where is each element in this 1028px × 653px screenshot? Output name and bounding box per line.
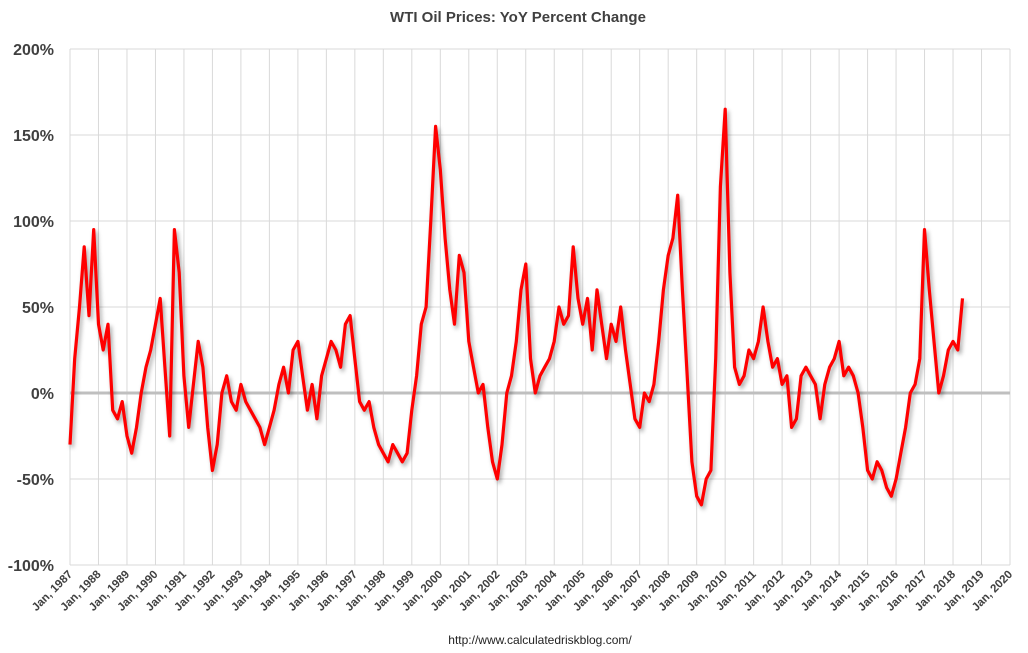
y-tick-label: -50% [17, 472, 54, 489]
gridlines [69, 48, 1011, 566]
source-footer: http://www.calculatedriskblog.com/ [448, 633, 632, 647]
y-axis-ticks: -100% -50% 0% 50% 100% 150% 200% [8, 42, 54, 575]
chart-title: WTI Oil Prices: YoY Percent Change [390, 9, 646, 26]
y-tick-label: 0% [31, 386, 54, 403]
y-tick-label: 50% [22, 300, 54, 317]
y-tick-label: 100% [13, 214, 54, 231]
series-line-wti-yoy [68, 107, 965, 507]
y-tick-label: -100% [8, 558, 54, 575]
plot-area [68, 107, 1010, 507]
y-tick-label: 150% [13, 128, 54, 145]
y-tick-label: 200% [13, 42, 54, 59]
